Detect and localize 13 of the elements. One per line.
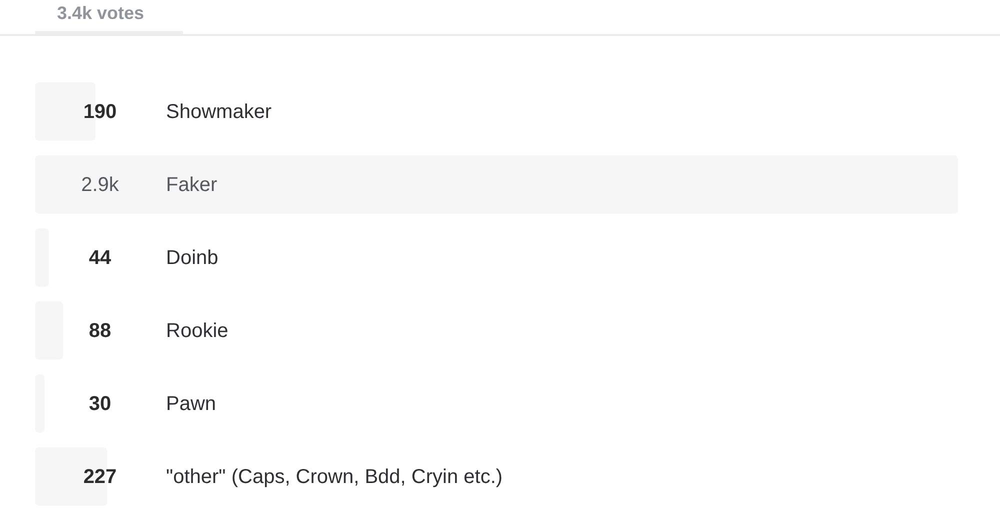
y-tick-label: Pawn [166,393,216,416]
data-label: 190 [83,101,117,124]
data-label: 44 [88,247,112,270]
y-tick-label: "other" (Caps, Crown, Bdd, Cryin etc.) [166,466,503,488]
data-label: 30 [88,393,112,416]
y-tick-label: Showmaker [166,101,272,124]
y-tick-label: Faker [166,174,218,196]
data-label: 227 [83,466,117,488]
chart-title: 3.4k votes [57,2,144,23]
data-label: 2.9k [81,174,120,196]
data-label: 88 [88,320,112,342]
y-tick-label: Rookie [166,320,228,342]
y-tick-label: Doinb [166,247,218,270]
